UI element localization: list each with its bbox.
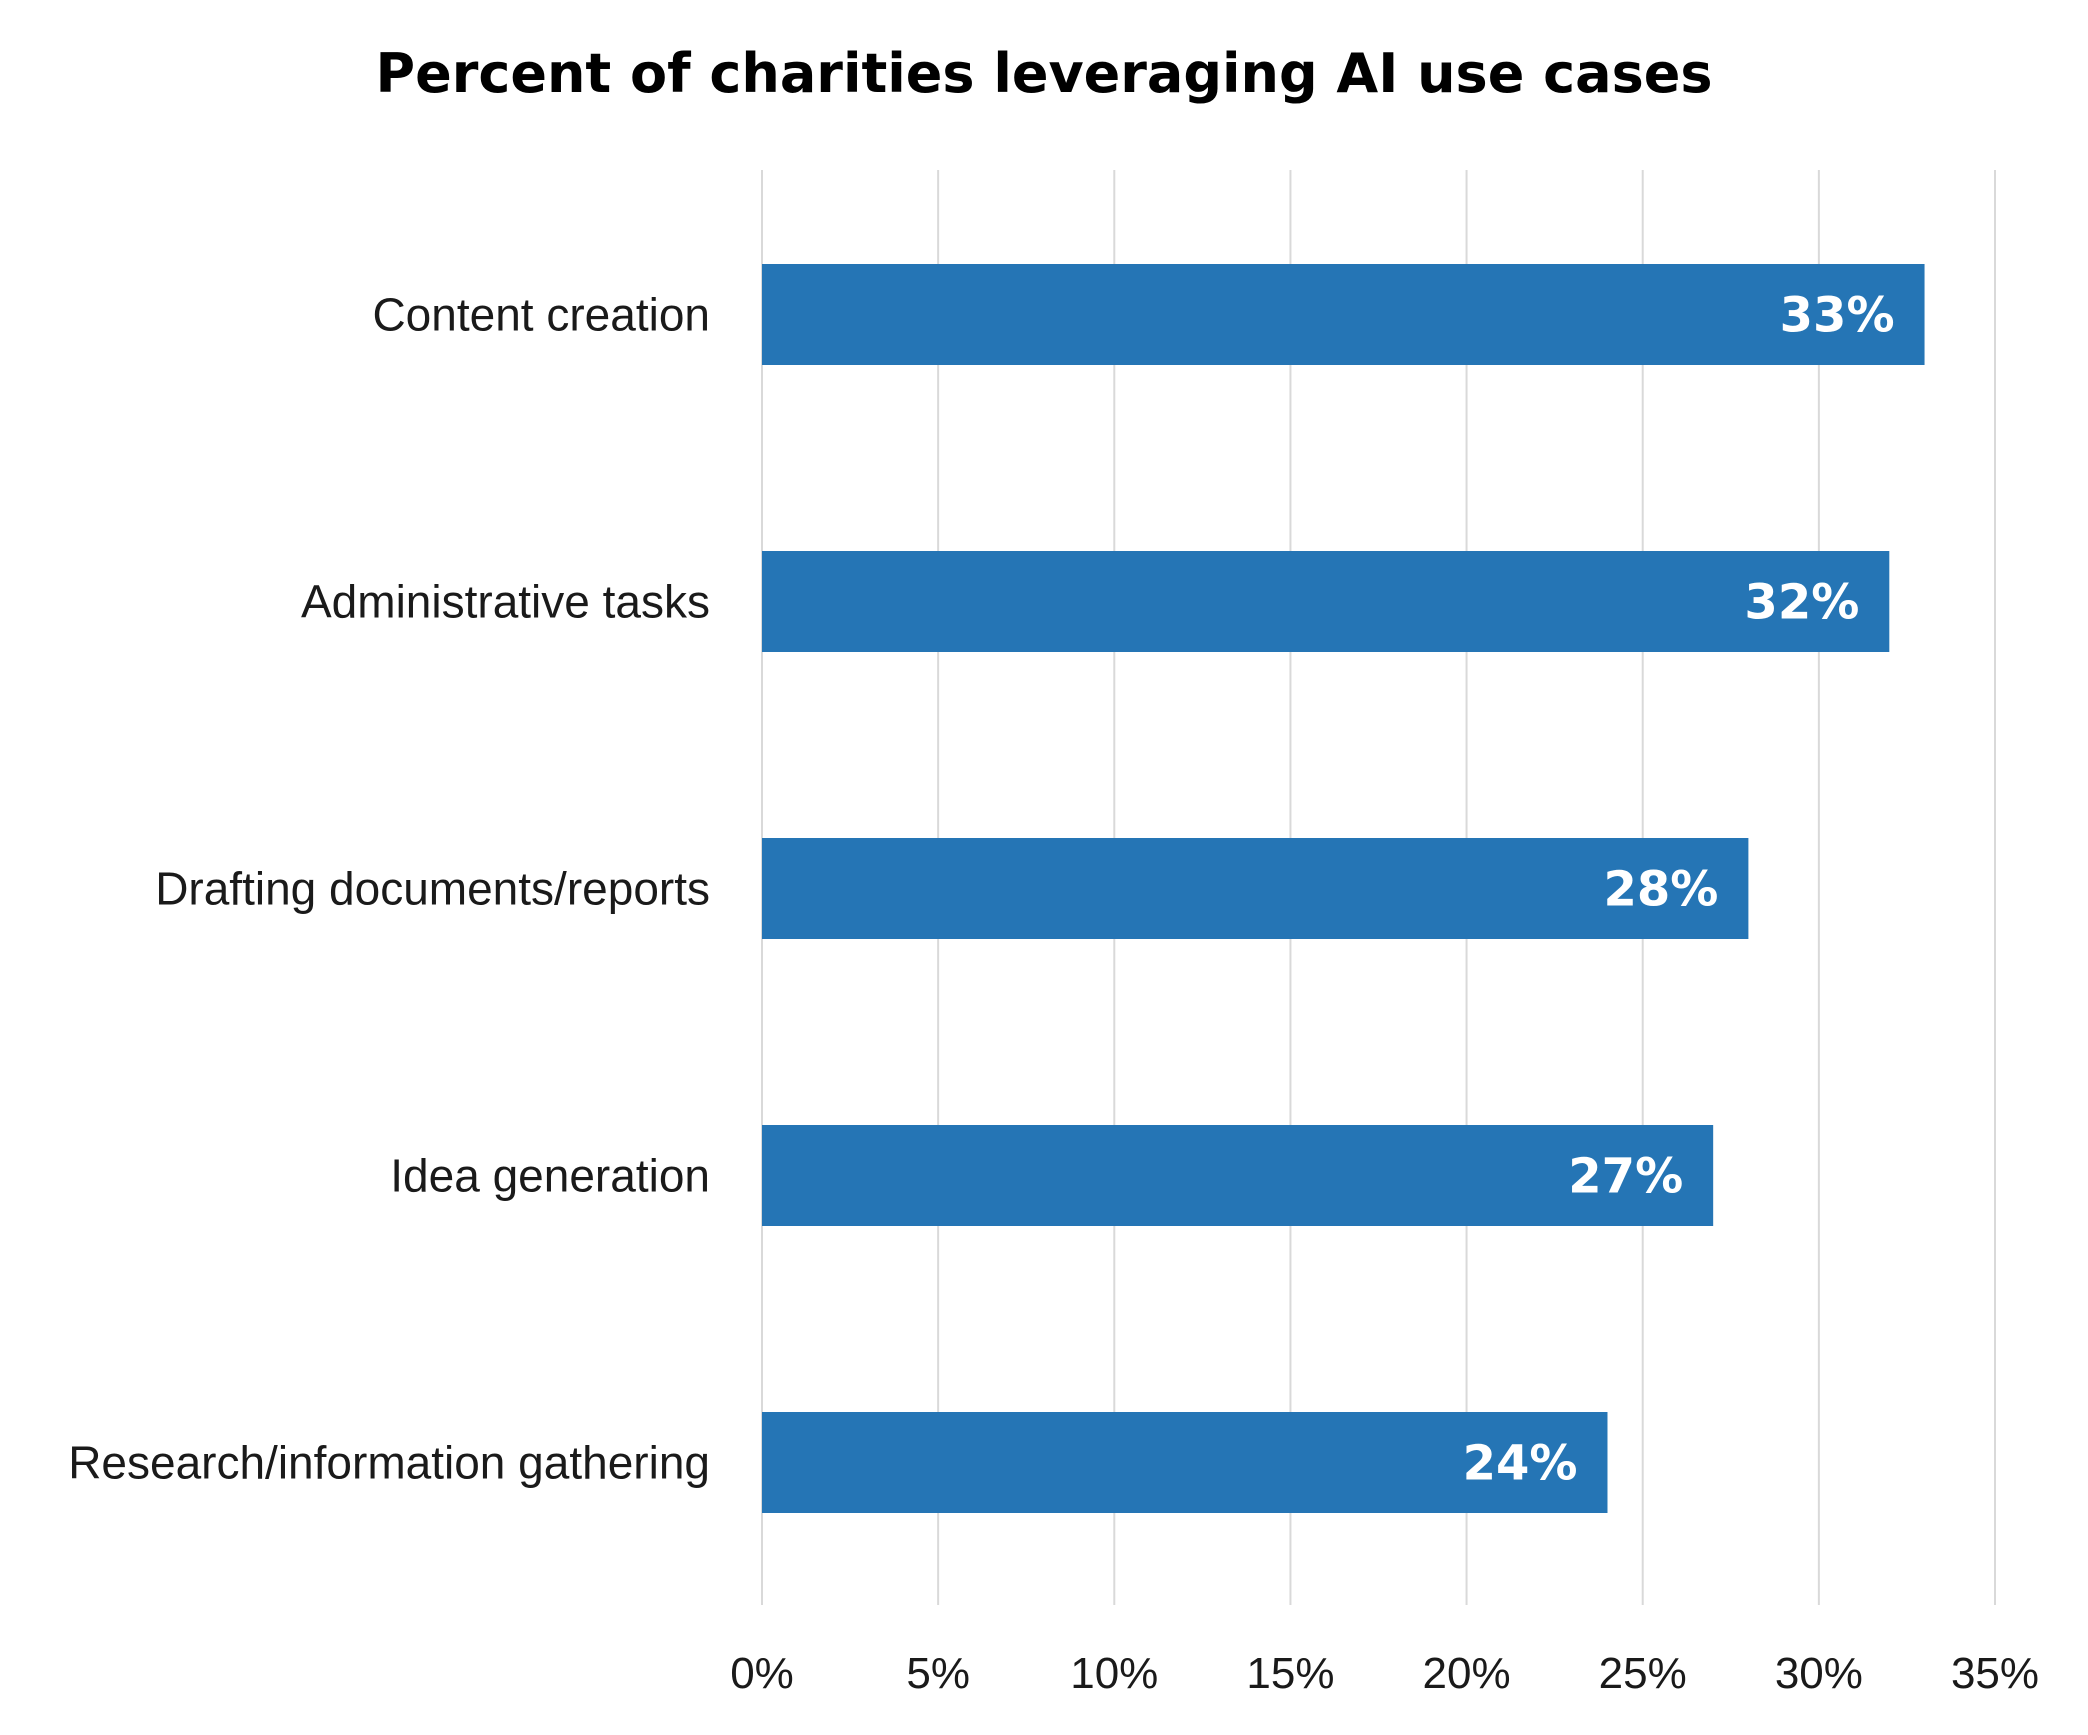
category-label-layer: Content creation Administrative tasks Draf… — [68, 289, 710, 1489]
tick-label-layer: 0% 5% 10% 15% 20% 25% 30% 35% — [730, 1649, 2039, 1698]
category-label-5: Research/information gathering — [68, 1437, 710, 1489]
x-tick-label-5: 5% — [906, 1649, 970, 1698]
category-label-1: Content creation — [372, 289, 710, 341]
bar-layer — [762, 264, 1925, 1513]
x-tick-label-35: 35% — [1951, 1649, 2039, 1698]
bar-1 — [762, 264, 1925, 365]
value-label-1: 33% — [1780, 288, 1895, 344]
x-tick-label-0: 0% — [730, 1649, 794, 1698]
bar-2 — [762, 551, 1890, 652]
value-label-5: 24% — [1463, 1436, 1578, 1492]
x-tick-label-30: 30% — [1775, 1649, 1863, 1698]
value-label-layer: 33% 32% 28% 27% 24% — [1463, 288, 1895, 1492]
category-label-4: Idea generation — [390, 1150, 710, 1202]
bar-3 — [762, 838, 1749, 939]
x-tick-label-25: 25% — [1599, 1649, 1687, 1698]
x-tick-label-10: 10% — [1070, 1649, 1158, 1698]
x-tick-label-15: 15% — [1246, 1649, 1334, 1698]
chart-title: Percent of charities leveraging AI use c… — [376, 42, 1713, 105]
value-label-4: 27% — [1568, 1149, 1683, 1205]
value-label-2: 32% — [1744, 575, 1859, 631]
bar-4 — [762, 1125, 1714, 1226]
bar-5 — [762, 1412, 1608, 1513]
x-tick-label-20: 20% — [1423, 1649, 1511, 1698]
value-label-3: 28% — [1604, 862, 1719, 918]
category-label-3: Drafting documents/reports — [155, 863, 710, 915]
category-label-2: Administrative tasks — [301, 576, 710, 628]
